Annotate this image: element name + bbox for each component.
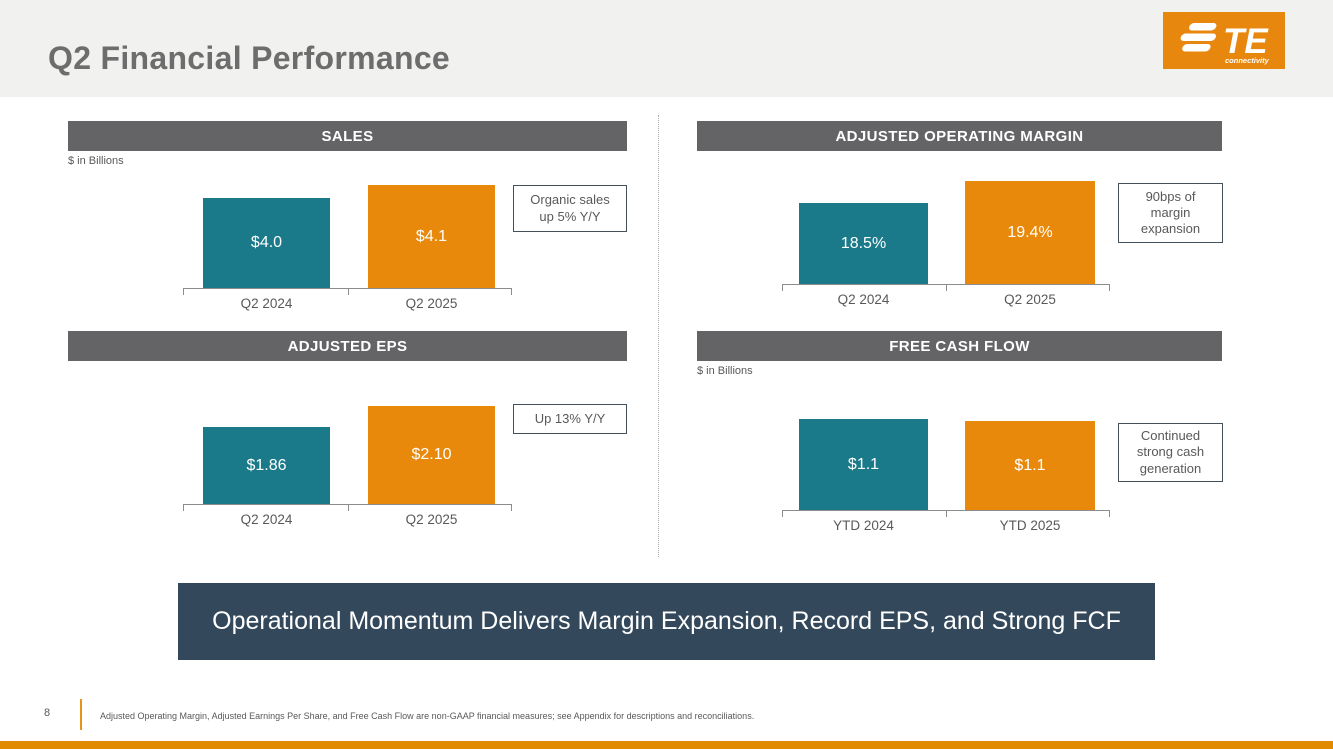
axis-tick [347, 288, 349, 295]
bar-value-label: $4.1 [415, 227, 448, 245]
chart-title: SALES [321, 127, 374, 145]
category-label: Q2 2025 [1004, 292, 1056, 307]
page-title: Q2 Financial Performance [48, 40, 451, 76]
column-divider [658, 115, 659, 557]
callout-box: Organic sales up 5% Y/Y [513, 185, 627, 232]
category-label: YTD 2025 [999, 518, 1061, 533]
te-connectivity-logo: TE connectivity [1163, 12, 1285, 69]
bottom-accent-bar [0, 741, 1333, 749]
bar: $1.86 [203, 427, 330, 504]
plot-area: $1.86 Q2 2024 $2.10 Q2 2025 Up 13% Y/Y [68, 331, 627, 546]
bar: 18.5% [799, 203, 928, 284]
footnote-text: Adjusted Operating Margin, Adjusted Earn… [100, 711, 755, 721]
plot-area: $1.1 YTD 2024 $1.1 YTD 2025 Continued strong … [697, 331, 1223, 551]
category-label: Q2 2024 [240, 512, 293, 527]
unit-note: $ in Billions [68, 155, 124, 167]
category-label: YTD 2024 [833, 518, 894, 533]
bar-value-label: 18.5% [840, 234, 887, 252]
callout-text-line: 90bps of [1145, 188, 1196, 204]
footnote-divider [80, 699, 82, 730]
callout-text-line: Up 13% Y/Y [534, 410, 606, 426]
axis-tick [946, 510, 947, 517]
category-label: Q2 2024 [240, 296, 293, 311]
axis-tick [511, 288, 512, 295]
chart-title: ADJUSTED EPS [287, 337, 408, 355]
chart-title-bar: ADJUSTED OPERATING MARGIN [697, 121, 1222, 151]
chart-free-cash-flow: FREE CASH FLOW $ in Billions $1.1 YTD 202… [697, 331, 1223, 551]
category-label: Q2 2025 [405, 512, 458, 527]
callout-text-line: margin [1150, 204, 1191, 220]
bar-value-label: 19.4% [1007, 223, 1053, 241]
callout-text-line: strong cash [1136, 444, 1205, 460]
bar: $1.1 [965, 421, 1095, 510]
callout-text-line: expansion [1140, 221, 1201, 237]
callout-text-line: Continued [1140, 428, 1201, 444]
chart-title: ADJUSTED OPERATING MARGIN [835, 127, 1084, 145]
axis-tick [1109, 510, 1110, 517]
unit-note: $ in Billions [697, 365, 753, 377]
bar: $4.1 [368, 185, 495, 288]
callout-box: 90bps of margin expansion [1118, 183, 1223, 243]
plot-area: 18.5% Q2 2024 19.4% Q2 2025 90bps of margin ex… [697, 121, 1223, 326]
chart-title-bar: ADJUSTED EPS [68, 331, 627, 361]
bar: $1.1 [799, 419, 928, 510]
category-label: Q2 2025 [405, 296, 458, 311]
axis-tick [1109, 284, 1110, 291]
axis-tick [511, 504, 512, 511]
summary-banner-text: Operational Momentum Delivers Margin Exp… [212, 607, 1121, 635]
chart-title-bar: SALES [68, 121, 627, 151]
axis-tick [183, 504, 184, 511]
callout-text-line: generation [1139, 460, 1202, 476]
chart-adjusted-operating-margin: ADJUSTED OPERATING MARGIN 18.5% Q2 2024 19… [697, 121, 1223, 326]
bar: $4.0 [203, 198, 330, 288]
bar-value-label: $1.1 [1014, 456, 1046, 474]
axis-tick [347, 504, 349, 511]
bar-value-label: $2.10 [411, 446, 452, 463]
axis-tick [782, 284, 783, 291]
callout-box: Up 13% Y/Y [513, 404, 627, 434]
category-label: Q2 2024 [837, 292, 890, 307]
logo-brand-text: TE [1223, 22, 1269, 61]
chart-sales: SALES $ in Billions $4.0 Q2 2024 $4.1 Q2 20… [68, 121, 627, 326]
chart-title: FREE CASH FLOW [889, 337, 1030, 355]
chart-adjusted-eps: ADJUSTED EPS $1.86 Q2 2024 $2.10 Q2 2025 Up … [68, 331, 627, 546]
chart-title-bar: FREE CASH FLOW [697, 331, 1222, 361]
bar-value-label: $4.0 [250, 234, 283, 251]
bar: 19.4% [965, 181, 1095, 284]
summary-banner: Operational Momentum Delivers Margin Exp… [178, 583, 1155, 660]
title-band [0, 0, 1333, 97]
bar-value-label: $1.1 [847, 455, 880, 473]
axis-tick [183, 288, 184, 295]
te-logo-icon: TE connectivity [1180, 22, 1270, 65]
logo-tagline-text: connectivity [1225, 56, 1270, 65]
bar: $2.10 [368, 406, 495, 504]
bar-value-label: $1.86 [246, 456, 287, 474]
axis-tick [782, 510, 783, 517]
page-number: 8 [44, 707, 51, 719]
callout-text-line: Organic sales [530, 192, 610, 208]
callout-box: Continued strong cash generation [1118, 423, 1223, 482]
plot-area: $4.0 Q2 2024 $4.1 Q2 2025 Organic sales up 5%… [68, 121, 627, 326]
callout-text-line: up 5% Y/Y [539, 208, 601, 224]
axis-tick [946, 284, 947, 291]
